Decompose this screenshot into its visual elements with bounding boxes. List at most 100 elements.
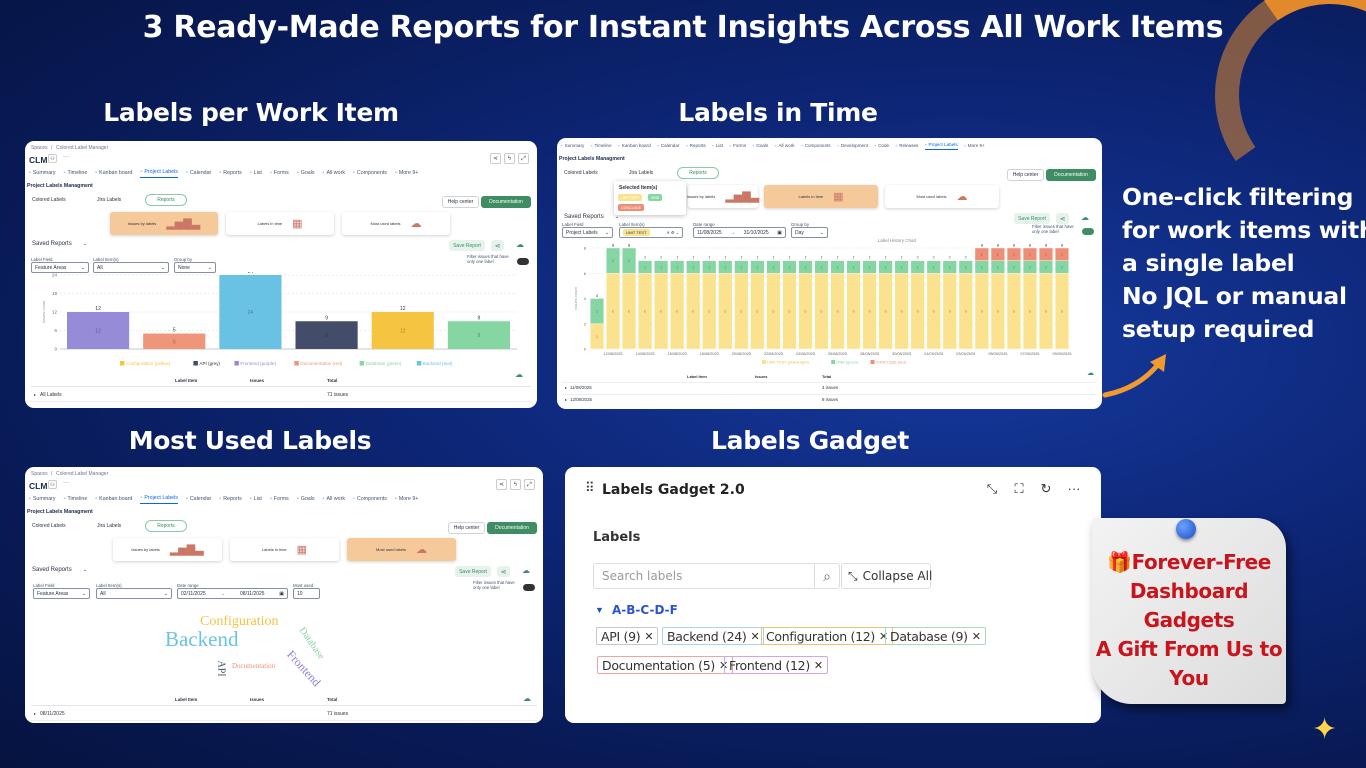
tab-development[interactable]: ▫ Development [837,142,868,150]
expand-row-icon[interactable]: ▸ [565,397,568,402]
remove-tag-icon[interactable]: ✕ [813,658,823,672]
colored-labels-link[interactable]: Colored Labels [32,197,66,203]
remove-tag-icon[interactable]: ✕ [971,629,981,643]
fullscreen-icon[interactable]: ⛶ [1014,481,1024,496]
tab-goals[interactable]: ▫ Goals [297,169,315,178]
tab-kanban-board[interactable]: ▫ Kanban board [95,495,132,504]
help-center-button[interactable]: Help center [1007,169,1044,181]
reports-link[interactable]: Reports [677,167,719,179]
expand-row-icon[interactable]: ▸ [565,385,568,390]
filter-toggle[interactable] [1082,228,1094,235]
lightning-icon[interactable]: ϟ [504,153,515,164]
tab-goals[interactable]: ▫ Goals [753,142,769,150]
search-labels-input[interactable]: Search labels [593,563,815,589]
word-cloud-word[interactable]: API [215,660,227,677]
tab-timeline[interactable]: ▫ Timeline [64,169,88,178]
tab-forms[interactable]: ▫ Forms [729,142,746,150]
cloud-download-icon[interactable]: ☁ [516,240,524,249]
report-card-most-used-labels[interactable]: Most used labels ☁ [342,212,450,235]
tab-list[interactable]: ▫ List [250,495,262,504]
cloud-download-icon[interactable]: ☁ [523,694,531,703]
expand-icon[interactable]: ⋖ [496,479,507,490]
documentation-button[interactable]: Documentation [487,522,537,534]
remove-tag-icon[interactable]: ✕ [718,658,728,672]
report-card-most-used-labels[interactable]: Most used labels ☁ [885,185,999,208]
cloud-download-icon[interactable]: ☁ [522,566,530,575]
share-icon[interactable]: ⤢ [524,479,535,490]
share-button[interactable]: ⋖ [497,566,510,577]
more-icon[interactable]: ··· [1067,481,1081,496]
chevron-down-icon[interactable]: ⌄ [83,567,88,573]
expand-row-icon[interactable]: ▸ [34,711,37,716]
jira-labels-link[interactable]: Jira Labels [97,523,122,529]
date-range-input[interactable]: 11/08/2025 → 31/10/2025 ▣ [693,227,786,238]
tab-list[interactable]: ▫ List [250,169,262,178]
saved-reports-dropdown[interactable]: Saved Reports [32,241,72,247]
tab-goals[interactable]: ▫ Goals [297,495,315,504]
tab-all-work[interactable]: ▫ All work [323,169,345,178]
tab-project-labels[interactable]: ▫ Project Labels [140,169,178,178]
label-field-select[interactable]: Feature Areas ⌄ [31,262,89,273]
label-items-select[interactable]: All ⌄ [96,588,172,599]
label-field-select[interactable]: Project Labels ⌄ [562,227,613,238]
report-card-labels-in-time[interactable]: Labels in time ▦ [226,212,334,235]
tab-forms[interactable]: ▫ Forms [270,169,289,178]
tab-components[interactable]: ▫ Components [353,169,387,178]
jira-labels-link[interactable]: Jira Labels [97,197,122,203]
report-card-labels-in-time[interactable]: Labels in time ▦ [230,538,339,561]
share-icon[interactable]: ⤢ [518,153,529,164]
tab-summary[interactable]: ▫ Summary [561,142,584,150]
most-used-input[interactable]: 10 [293,588,320,599]
more-actions-icon[interactable]: ··· [63,154,69,160]
tab-more-[interactable]: ▫ More 9+ [964,142,985,150]
cloud-download-icon[interactable]: ☁ [1081,213,1089,222]
selected-chip[interactable]: CONCLUDE [618,204,645,211]
refresh-icon[interactable]: ↻ [1040,481,1052,496]
tab-summary[interactable]: ▫ Summary [29,169,56,178]
breadcrumb-project[interactable]: Colored Label Manager [56,471,109,477]
tab-calendar[interactable]: ▫ Calendar [657,142,679,150]
label-tag[interactable]: Configuration (12) ✕ [761,627,893,645]
label-items-select[interactable]: UNIT TEST ✕ ⚙ ⌄ [619,227,683,238]
tab-timeline[interactable]: ▫ Timeline [591,142,612,150]
tab-all-work[interactable]: ▫ All work [775,142,795,150]
gear-icon[interactable]: ✕ ⚙ ⌄ [666,230,679,235]
report-card-issues-by-labels[interactable]: Issues by labels ▂▅▇▃ [110,212,218,235]
chevron-down-icon[interactable]: ⌄ [615,214,620,220]
reports-link[interactable]: Reports [145,520,187,532]
lightning-icon[interactable]: ϟ [510,479,521,490]
drag-handle-icon[interactable]: ⠿ [585,480,594,495]
documentation-button[interactable]: Documentation [1046,169,1096,181]
label-tag[interactable]: API (9) ✕ [596,627,659,645]
saved-reports-dropdown[interactable]: Saved Reports [32,567,72,573]
chevron-down-icon[interactable]: ⌄ [83,241,88,247]
collapse-all-button[interactable]: ⤡ Collapse All [841,563,932,589]
tab-timeline[interactable]: ▫ Timeline [64,495,88,504]
collapse-icon[interactable]: ⤡ [986,481,998,496]
colored-labels-link[interactable]: Colored Labels [32,523,66,529]
word-cloud-word[interactable]: Documentation [232,662,276,670]
selected-chip[interactable]: UNIT TEST [618,194,643,201]
tab-project-labels[interactable]: ▫ Project Labels [924,142,958,150]
tab-calendar[interactable]: ▫ Calendar [186,495,211,504]
tab-kanban-board[interactable]: ▫ Kanban board [95,169,132,178]
label-tag[interactable]: Documentation (5) ✕ [597,656,733,674]
tab-reports[interactable]: ▫ Reports [219,495,241,504]
documentation-button[interactable]: Documentation [481,196,531,208]
remove-tag-icon[interactable]: ✕ [750,629,760,643]
tab-all-work[interactable]: ▫ All work [323,495,345,504]
tab-releases[interactable]: ▫ Releases [896,142,919,150]
report-card-labels-in-time[interactable]: Labels in time ▦ [764,185,878,208]
report-card-issues-by-labels[interactable]: Issues by labels ▂▅▇▃ [113,538,222,561]
filter-toggle[interactable] [517,258,529,265]
group-by-select[interactable]: None ⌄ [174,262,216,273]
tab-forms[interactable]: ▫ Forms [270,495,289,504]
team-icon[interactable]: ⚇ [48,480,57,489]
tab-more-[interactable]: ▫ More 9+ [395,169,418,178]
tab-list[interactable]: ▫ List [712,142,723,150]
jira-labels-link[interactable]: Jira Labels [629,170,654,176]
more-actions-icon[interactable]: ··· [63,480,69,486]
selected-chip[interactable]: UNIT TEST [623,229,650,236]
tab-components[interactable]: ▫ Components [353,495,387,504]
team-icon[interactable]: ⚇ [48,154,57,163]
